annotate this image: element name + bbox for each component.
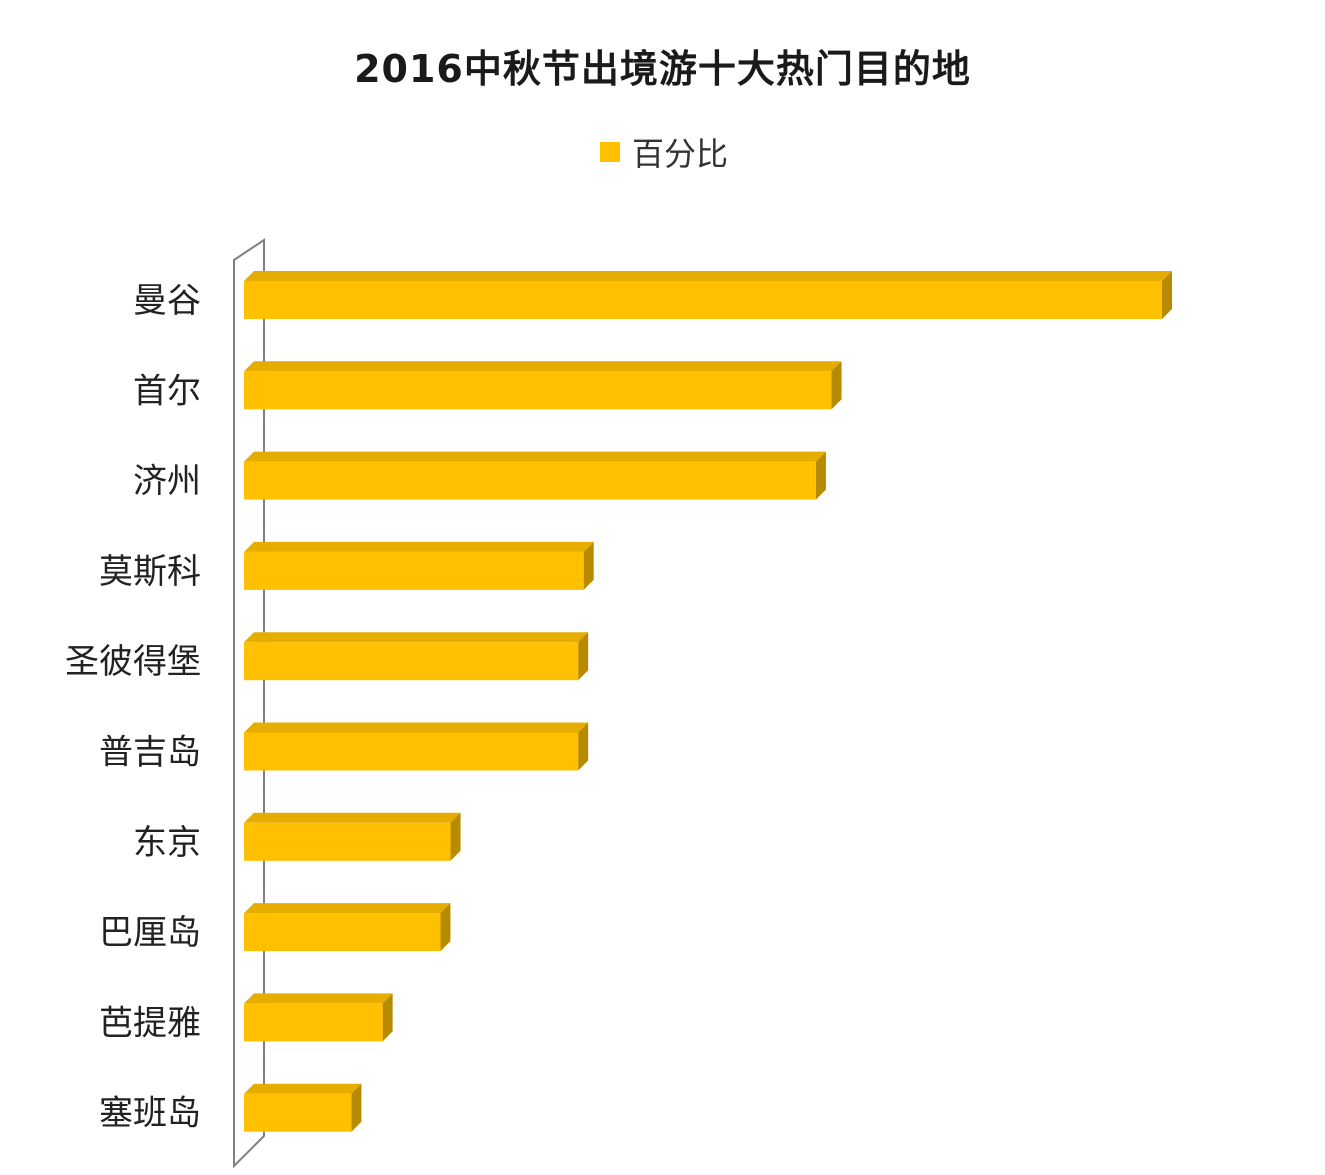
legend: 百分比 xyxy=(600,132,729,173)
bar xyxy=(244,1093,352,1132)
bar-top-face xyxy=(244,903,451,914)
bar-top-face xyxy=(244,541,594,552)
bar-top-face xyxy=(244,722,589,733)
category-label: 芭提雅 xyxy=(99,1003,201,1043)
bar-side-face xyxy=(578,722,589,771)
category-label: 东京 xyxy=(133,823,201,863)
bar-top-face xyxy=(244,993,393,1004)
bar-side-face xyxy=(440,903,451,952)
bar xyxy=(244,551,584,590)
legend-label: 百分比 xyxy=(632,135,729,173)
bar xyxy=(244,642,579,681)
category-label: 莫斯科 xyxy=(99,552,201,592)
bar-side-face xyxy=(815,451,826,500)
bar xyxy=(244,1003,383,1042)
bar-side-face xyxy=(578,632,589,681)
category-label: 巴厘岛 xyxy=(99,913,201,953)
bar-top-face xyxy=(244,812,461,823)
bar-side-face xyxy=(450,812,461,861)
bar xyxy=(244,732,579,771)
bar xyxy=(244,461,816,500)
category-label: 普吉岛 xyxy=(99,733,201,773)
chart-title: 2016中秋节出境游十大热门目的地 xyxy=(354,47,971,91)
bar-top-face xyxy=(244,361,842,372)
bar-side-face xyxy=(1162,271,1172,319)
bar xyxy=(244,371,832,410)
category-label: 首尔 xyxy=(133,371,201,411)
legend-swatch xyxy=(600,142,620,162)
bar xyxy=(244,822,451,861)
bar-side-face xyxy=(583,541,594,590)
category-label: 塞班岛 xyxy=(99,1094,201,1134)
category-label: 曼谷 xyxy=(133,281,201,321)
category-label: 圣彼得堡 xyxy=(65,642,201,682)
bar-side-face xyxy=(831,361,842,410)
bar-side-face xyxy=(351,1083,362,1132)
bar-top-face xyxy=(244,451,826,462)
bar-top-face xyxy=(244,271,1172,281)
bar-top-face xyxy=(244,632,589,643)
bar xyxy=(244,281,1162,319)
category-axis-wall xyxy=(233,238,265,1169)
bar-top-face xyxy=(244,1083,362,1094)
category-label: 济州 xyxy=(133,462,201,502)
bar xyxy=(244,913,441,952)
bar-side-face xyxy=(382,993,393,1042)
